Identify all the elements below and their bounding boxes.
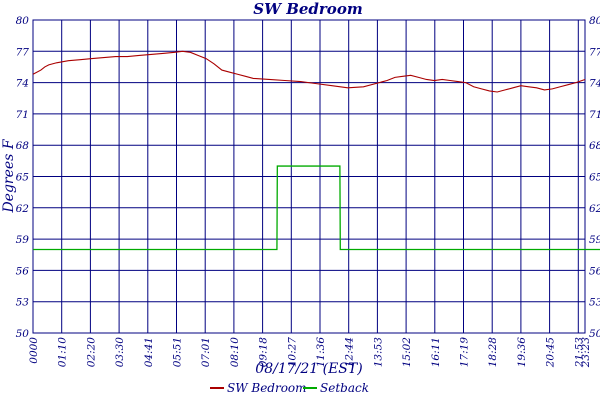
y-tick-label-left: 59 [16, 234, 30, 246]
y-tick-label-right: 74 [589, 78, 600, 90]
x-tick-label: 0000 [28, 337, 40, 364]
x-tick-label: 21:53 [573, 337, 585, 369]
x-tick-label: 16:11 [430, 337, 442, 367]
y-tick-label-right: 65 [589, 172, 600, 184]
x-tick-label: 18:28 [487, 337, 499, 368]
series-line-setback [33, 165, 600, 251]
y-tick-label-left: 74 [16, 78, 29, 90]
y-tick-label-left: 80 [16, 15, 30, 27]
y-tick-label-right: 77 [589, 46, 600, 58]
x-tick-label: 01:10 [57, 337, 69, 368]
x-tick-label: 09:18 [258, 337, 270, 368]
y-tick-label-left: 71 [16, 109, 29, 121]
legend: SW Bedroom Setback [210, 381, 369, 395]
x-tick-label: 04:41 [143, 337, 155, 367]
x-tick-label: 12:44 [344, 337, 356, 367]
chart-title: SW Bedroom [253, 0, 362, 18]
series-line-sw-bedroom [32, 50, 586, 93]
x-tick-label: 05:51 [172, 337, 184, 367]
y-tick-label-right: 71 [589, 109, 600, 121]
y-axis-right-ticks: 50 53 56 59 62 65 68 71 74 77 80 [589, 15, 600, 340]
y-tick-label-left: 53 [16, 297, 30, 309]
x-tick-label: 11:36 [315, 337, 327, 368]
x-axis-ticks: 0000 01:10 02:20 03:30 04:41 05:51 07:01 08:10 0… [28, 337, 592, 369]
x-tick-label: 02:20 [85, 337, 97, 368]
x-tick-label: 13:53 [372, 337, 384, 368]
x-tick-label: 19:36 [516, 337, 528, 368]
series-layer [32, 50, 600, 251]
y-tick-label-left: 62 [16, 203, 30, 215]
y-tick-label-right: 56 [589, 265, 600, 277]
y-tick-label-left: 56 [16, 265, 30, 277]
x-tick-label: 08:10 [229, 337, 241, 368]
legend-label: SW Bedroom [227, 381, 307, 395]
y-tick-label-right: 50 [589, 328, 600, 340]
y-axis-left-ticks: 50 53 56 59 62 65 68 71 74 77 80 [16, 15, 30, 340]
y-tick-label-right: 80 [589, 15, 600, 27]
y-tick-label-left: 68 [16, 140, 30, 152]
vertical-grid [61, 20, 579, 333]
x-tick-label: 17:19 [459, 337, 471, 368]
legend-label: Setback [320, 381, 369, 395]
x-tick-label: 07:01 [200, 337, 212, 367]
y-tick-label-right: 59 [589, 234, 600, 246]
y-tick-label-right: 68 [589, 140, 600, 152]
y-tick-label-right: 53 [589, 297, 600, 309]
y-tick-label-right: 62 [589, 203, 600, 215]
x-tick-label: 20:45 [545, 337, 557, 369]
y-axis-label: Degrees F [1, 138, 17, 213]
x-tick-label: 03:30 [114, 337, 126, 368]
x-tick-label: 23:23 [580, 337, 592, 369]
y-tick-label-left: 65 [16, 172, 30, 184]
y-tick-label-left: 50 [16, 328, 30, 340]
x-tick-label: 10:27 [286, 337, 298, 368]
x-axis-label: 08/17/21 (EST) [255, 361, 362, 377]
y-tick-label-left: 77 [16, 46, 30, 58]
x-tick-label: 15:02 [401, 337, 413, 368]
